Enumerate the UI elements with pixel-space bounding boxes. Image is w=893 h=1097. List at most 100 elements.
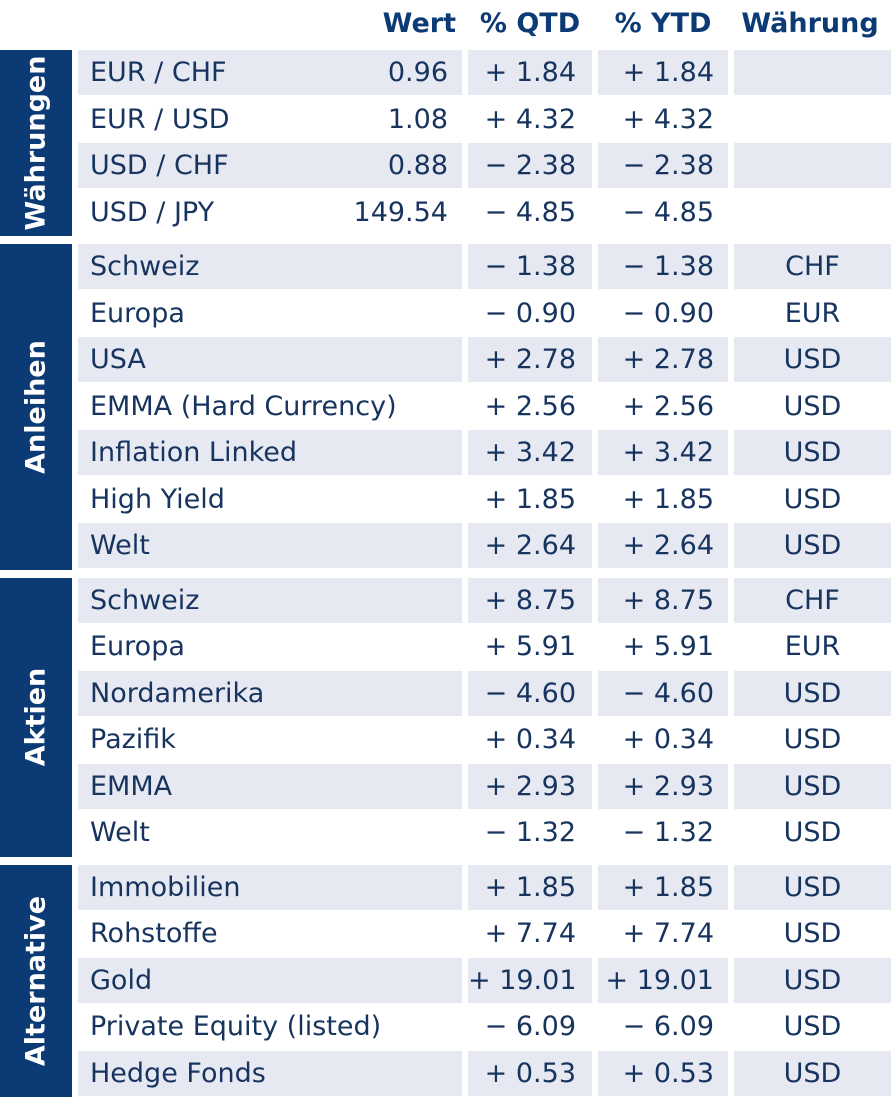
row-value: 1.08 [388,97,448,142]
row-name-cell: Europa [78,291,462,336]
row-qtd: + 1.85 [468,477,592,522]
row-name: Pazifik [90,724,176,755]
table-header: Wert % QTD % YTD Währung [0,0,893,48]
row-ytd: − 2.38 [598,143,728,188]
row-ytd: + 5.91 [598,624,728,669]
row-qtd: + 7.74 [468,911,592,956]
row-qtd: + 5.91 [468,624,592,669]
row-currency: USD [734,1004,891,1049]
row-ytd: − 6.09 [598,1004,728,1049]
row-name-cell: EMMA [78,764,462,809]
row-currency: USD [734,384,891,429]
row-currency: USD [734,523,891,568]
row-name-cell: Hedge Fonds [78,1051,462,1096]
row-name-cell: Gold [78,958,462,1003]
row-name-cell: Welt [78,810,462,855]
row-ytd: + 8.75 [598,578,728,623]
row-name-cell: High Yield [78,477,462,522]
group-label: Anleihen [0,244,72,570]
header-ytd: % YTD [598,8,728,39]
row-currency: EUR [734,624,891,669]
header-currency: Währung [734,8,886,39]
row-qtd: + 0.53 [468,1051,592,1096]
row-currency: EUR [734,291,891,336]
row-qtd: − 1.38 [468,244,592,289]
row-value: 0.96 [388,50,448,95]
row-name: Immobilien [90,872,240,903]
row-ytd: − 1.38 [598,244,728,289]
row-name: Inflation Linked [90,437,297,468]
row-name-cell: Private Equity (listed) [78,1004,462,1049]
row-ytd: + 3.42 [598,430,728,475]
row-qtd: + 2.56 [468,384,592,429]
row-name: Schweiz [90,585,199,616]
row-qtd: + 3.42 [468,430,592,475]
row-currency: USD [734,958,891,1003]
row-ytd: + 1.85 [598,477,728,522]
row-ytd: + 0.53 [598,1051,728,1096]
row-qtd: + 4.32 [468,97,592,142]
row-currency: USD [734,477,891,522]
row-ytd: + 1.85 [598,865,728,910]
row-qtd: − 4.85 [468,190,592,235]
row-ytd: + 4.32 [598,97,728,142]
row-ytd: + 7.74 [598,911,728,956]
group-label-text: Anleihen [21,340,52,474]
row-ytd: + 1.84 [598,50,728,95]
row-ytd: − 0.90 [598,291,728,336]
row-name: EMMA [90,771,172,802]
row-qtd: + 2.78 [468,337,592,382]
group-label-text: Alternative [21,896,52,1066]
row-value: 0.88 [388,143,448,188]
row-name: USD / JPY [90,197,214,228]
row-name-cell: Immobilien [78,865,462,910]
row-name: High Yield [90,484,225,515]
row-name-cell: Welt [78,523,462,568]
row-currency [734,50,891,95]
row-currency: USD [734,764,891,809]
row-name-cell: Schweiz [78,244,462,289]
row-ytd: + 19.01 [598,958,728,1003]
row-name-cell: Pazifik [78,717,462,762]
row-name-cell: Rohstoffe [78,911,462,956]
row-ytd: − 4.60 [598,671,728,716]
row-qtd: − 2.38 [468,143,592,188]
row-qtd: + 2.64 [468,523,592,568]
row-ytd: + 0.34 [598,717,728,762]
row-qtd: − 0.90 [468,291,592,336]
row-ytd: − 1.32 [598,810,728,855]
header-wert: Wert [360,8,456,39]
row-currency [734,97,891,142]
row-qtd: + 0.34 [468,717,592,762]
row-ytd: − 4.85 [598,190,728,235]
row-currency: USD [734,337,891,382]
row-name-cell: Inflation Linked [78,430,462,475]
row-name-cell: Nordamerika [78,671,462,716]
row-name-cell: USA [78,337,462,382]
row-name: Europa [90,298,185,329]
row-qtd: − 1.32 [468,810,592,855]
row-qtd: + 2.93 [468,764,592,809]
row-currency: USD [734,865,891,910]
row-currency: USD [734,671,891,716]
row-currency: CHF [734,244,891,289]
